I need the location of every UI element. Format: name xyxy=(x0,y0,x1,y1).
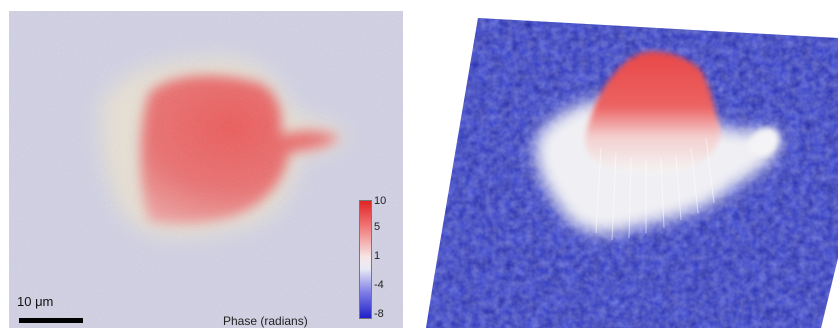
phase-surface-3d xyxy=(426,8,838,328)
phase-colorbar xyxy=(359,200,372,319)
colorbar-tick-min: -8 xyxy=(374,308,384,320)
scale-bar xyxy=(19,318,83,323)
surface-streaks xyxy=(595,137,715,241)
scale-bar-label: 10 μm xyxy=(17,294,54,309)
colorbar-title: Phase (radians) xyxy=(223,314,308,328)
colorbar-tick-2: 5 xyxy=(374,221,381,233)
phase-map-2d xyxy=(9,11,403,328)
colorbar-tick-max: 10 xyxy=(374,195,387,207)
phase-map-image xyxy=(9,11,403,328)
colorbar-tick-4: -4 xyxy=(374,279,384,291)
phase-surface-image xyxy=(426,18,838,328)
colorbar-tick-3: 1 xyxy=(374,250,381,262)
